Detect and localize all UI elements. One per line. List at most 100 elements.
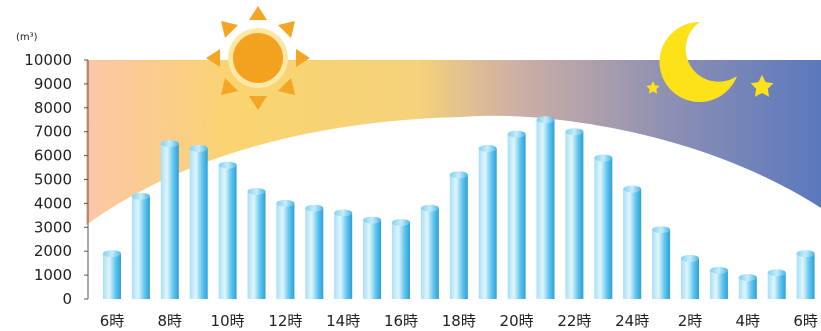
bar: [767, 269, 786, 299]
bar: [305, 204, 324, 299]
bar: [247, 187, 266, 299]
bar-body: [189, 148, 208, 299]
bar: [623, 185, 642, 299]
bar-cap: [420, 204, 439, 212]
bar: [536, 116, 555, 299]
y-axis-ticks: 0 1000 2000 3000 4000 5000 6000 7000 8000 9000 100…: [24, 51, 88, 308]
bar-cap: [131, 192, 150, 200]
y-tick-label: 2000: [34, 242, 72, 260]
x-tick-label: 16時: [384, 312, 418, 330]
bar-cap: [767, 269, 786, 277]
bar-body: [565, 131, 584, 299]
y-tick-label: 10000: [24, 51, 72, 69]
bar: [392, 219, 410, 299]
x-tick-label: 18時: [442, 312, 476, 330]
bar-body: [160, 143, 179, 299]
x-tick-label: 20時: [500, 312, 534, 330]
bar-body: [478, 148, 497, 299]
x-tick-label: 10時: [211, 312, 245, 330]
bar-body: [420, 208, 439, 299]
bar-body: [767, 272, 786, 299]
bar-body: [738, 277, 757, 299]
bar: [709, 266, 728, 299]
y-tick-label: 7000: [34, 123, 72, 141]
bar-cap: [103, 250, 121, 258]
bar-body: [536, 119, 555, 299]
bar: [334, 209, 353, 299]
bar-body: [276, 203, 295, 299]
bar-cap: [565, 128, 584, 136]
bar: [594, 154, 613, 299]
x-tick-label: 22時: [557, 312, 591, 330]
bar-cap: [709, 266, 728, 274]
bar-cap: [478, 144, 497, 152]
y-tick-label: 1000: [34, 266, 72, 284]
bar: [420, 204, 439, 299]
bar: [103, 250, 121, 299]
y-tick-label: 6000: [34, 147, 72, 165]
x-tick-label: 24時: [615, 312, 649, 330]
bar-body: [507, 134, 526, 299]
bar-cap: [652, 226, 671, 234]
star-icon: [750, 75, 774, 97]
sun-icon: [206, 6, 310, 110]
star-icon: [646, 81, 660, 94]
bar-cap: [594, 154, 613, 162]
bar-cap: [334, 209, 353, 217]
x-tick-label: 6時: [793, 312, 818, 330]
bar-cap: [160, 140, 179, 148]
x-tick-label: 4時: [736, 312, 761, 330]
bar-body: [247, 191, 266, 299]
y-tick-label: 0: [62, 290, 72, 308]
bar: [189, 144, 208, 299]
bar-cap: [392, 219, 410, 227]
bar-series: [103, 116, 815, 299]
bar-cap: [796, 250, 815, 258]
bar-cap: [189, 144, 208, 152]
bar-body: [681, 258, 699, 299]
y-tick-label: 3000: [34, 218, 72, 236]
bar-cap: [507, 130, 526, 138]
bar-body: [305, 208, 324, 299]
x-tick-label: 14時: [326, 312, 360, 330]
bar: [449, 171, 468, 299]
bar: [363, 216, 382, 299]
y-tick-label: 4000: [34, 194, 72, 212]
bar: [160, 140, 179, 299]
bar-cap: [247, 187, 266, 195]
bar-body: [594, 157, 613, 299]
bar-body: [131, 196, 150, 299]
x-tick-label: 12時: [268, 312, 302, 330]
bar-cap: [363, 216, 382, 224]
bar-cap: [681, 254, 699, 262]
bar-cap: [449, 171, 468, 179]
y-unit-label: (m³): [16, 32, 38, 43]
bar-cap: [218, 161, 237, 169]
crescent-moon-icon: [659, 21, 737, 102]
bar-body: [392, 222, 410, 299]
bar-body: [623, 189, 642, 299]
bar-cap: [305, 204, 324, 212]
x-tick-label: 2時: [678, 312, 703, 330]
bar-cap: [623, 185, 642, 193]
y-tick-label: 5000: [34, 171, 72, 189]
bar-body: [652, 229, 671, 299]
bar: [131, 192, 150, 299]
bar: [796, 250, 815, 299]
bar: [652, 226, 671, 299]
x-tick-label: 8時: [158, 312, 183, 330]
bar: [738, 273, 757, 299]
bar: [218, 161, 237, 299]
y-tick-label: 8000: [34, 99, 72, 117]
bar-body: [218, 165, 237, 299]
bar-body: [449, 174, 468, 299]
bar-cap: [738, 273, 757, 281]
bar: [276, 199, 295, 299]
x-tick-label: 6時: [100, 312, 125, 330]
bar: [565, 128, 584, 299]
bar: [478, 144, 497, 299]
bar-body: [334, 212, 353, 299]
bar-cap: [276, 199, 295, 207]
bar-cap: [536, 116, 555, 124]
